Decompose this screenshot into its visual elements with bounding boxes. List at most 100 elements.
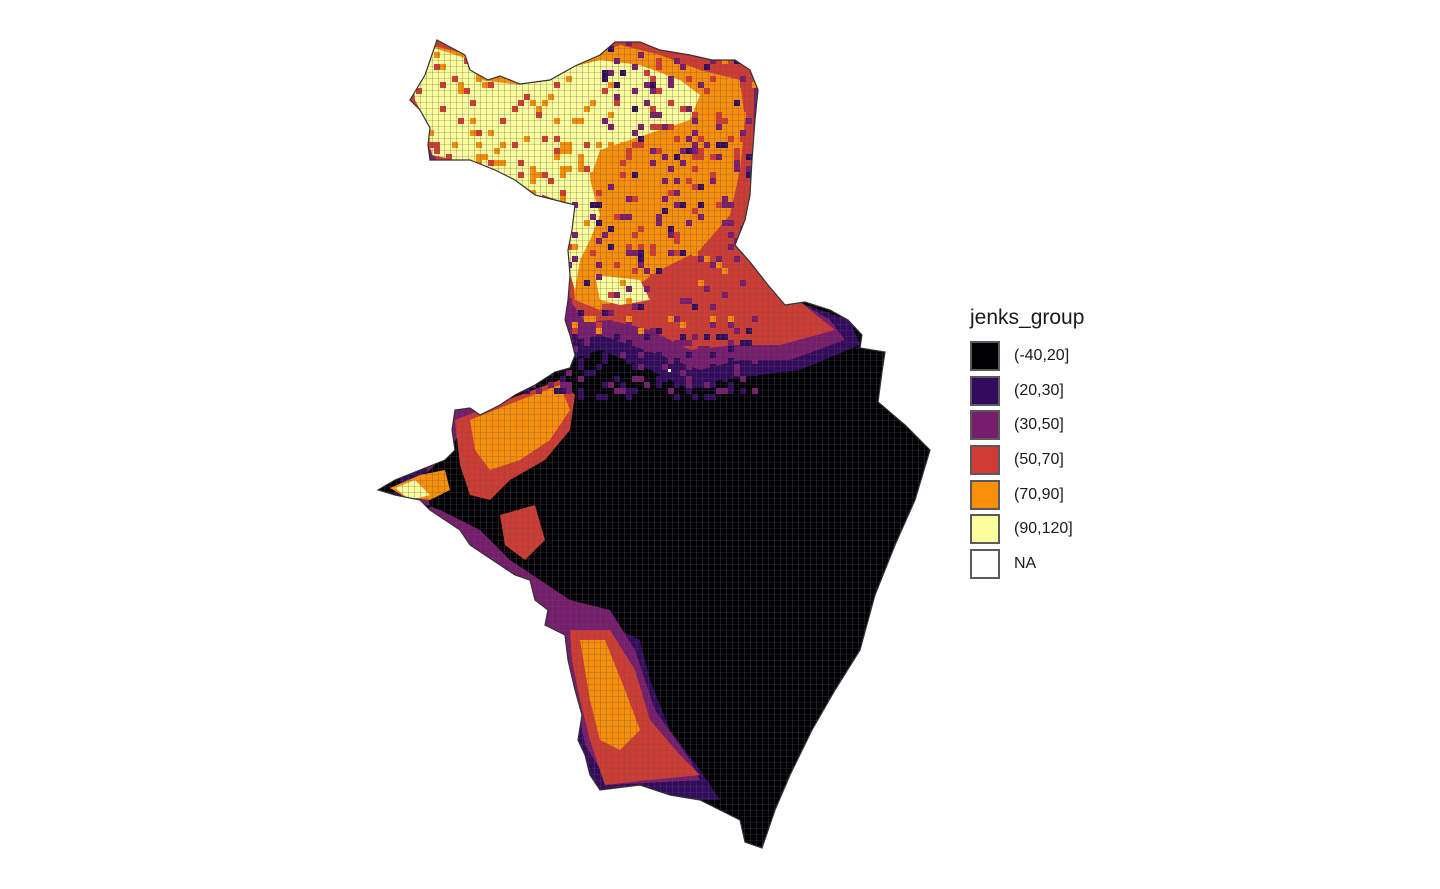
raster-cell (410, 256, 416, 262)
raster-cell (464, 232, 470, 238)
raster-cell (488, 334, 494, 340)
raster-cell (542, 322, 548, 328)
raster-cell (464, 160, 470, 166)
raster-cell (470, 346, 476, 352)
raster-cell (656, 40, 662, 46)
raster-cell (410, 148, 416, 154)
raster-cell (410, 358, 416, 364)
raster-cell (416, 250, 422, 256)
raster-cell (488, 196, 494, 202)
raster-cell (488, 70, 494, 76)
raster-cell (542, 346, 548, 352)
raster-cell (548, 46, 554, 52)
raster-cell (428, 376, 434, 382)
raster-cell (530, 232, 536, 238)
raster-cell (470, 166, 476, 172)
raster-cell (410, 262, 416, 268)
raster-cell (548, 346, 554, 352)
raster-cell (458, 268, 464, 274)
raster-cell (524, 250, 530, 256)
raster-cell (470, 394, 476, 400)
raster-cell (512, 382, 518, 388)
raster-cell (482, 64, 488, 70)
raster-cell (470, 346, 476, 352)
raster-cell (422, 328, 428, 334)
raster-cell (524, 358, 530, 364)
raster-cell (524, 64, 530, 70)
raster-cell (506, 40, 512, 46)
raster-cell (446, 394, 452, 400)
raster-cell (464, 310, 470, 316)
raster-cell (464, 244, 470, 250)
raster-cell (530, 70, 536, 76)
raster-cell (740, 58, 746, 64)
raster-cell (410, 268, 416, 274)
raster-cell (524, 76, 530, 82)
raster-cell (434, 298, 440, 304)
raster-cell (554, 316, 560, 322)
raster-cell (536, 268, 542, 274)
raster-cell (440, 334, 446, 340)
legend-label: (20,30] (1014, 381, 1064, 399)
raster-cell (518, 70, 524, 76)
raster-cell (452, 208, 458, 214)
raster-cell (440, 280, 446, 286)
raster-cell (452, 364, 458, 370)
raster-cell (548, 274, 554, 280)
raster-cell (416, 166, 422, 172)
raster-cell (452, 382, 458, 388)
legend-item: (50,70] (970, 443, 1084, 478)
raster-cell (512, 214, 518, 220)
raster-cell (548, 256, 554, 262)
raster-cell (500, 220, 506, 226)
raster-cell (512, 256, 518, 262)
raster-cell (416, 256, 422, 262)
raster-cell (416, 388, 422, 394)
raster-cell (524, 310, 530, 316)
raster-cell (488, 298, 494, 304)
raster-cell (494, 370, 500, 376)
raster-cell (410, 334, 416, 340)
raster-cell (428, 40, 434, 46)
legend-label: (70,90] (1014, 485, 1064, 503)
raster-cell (470, 226, 476, 232)
raster-cell (470, 184, 476, 190)
raster-cell (554, 274, 560, 280)
raster-cell (530, 238, 536, 244)
raster-cell (530, 364, 536, 370)
raster-cell (752, 40, 758, 46)
raster-cell (518, 76, 524, 82)
legend-label: NA (1014, 554, 1037, 572)
raster-cell (500, 70, 506, 76)
raster-cell (470, 58, 476, 64)
raster-cell (752, 52, 758, 58)
raster-cell (428, 196, 434, 202)
raster-cell (746, 238, 752, 244)
raster-cell (410, 274, 416, 280)
raster-cell (554, 46, 560, 52)
raster-cell (560, 208, 566, 214)
raster-cell (572, 58, 578, 64)
raster-cell (422, 154, 428, 160)
raster-cell (530, 40, 536, 46)
raster-cell (488, 70, 494, 76)
raster-cell (506, 238, 512, 244)
raster-cell (458, 214, 464, 220)
raster-cell (752, 160, 758, 166)
raster-cell (446, 166, 452, 172)
raster-cell (590, 40, 596, 46)
raster-cell (494, 274, 500, 280)
raster-cell (476, 226, 482, 232)
raster-cell (482, 292, 488, 298)
raster-cell (410, 280, 416, 286)
raster-cell (440, 376, 446, 382)
raster-cell (446, 190, 452, 196)
raster-cell (416, 316, 422, 322)
raster-cell (542, 370, 548, 376)
raster-cell (470, 364, 476, 370)
raster-cell (530, 268, 536, 274)
raster-cell (440, 346, 446, 352)
raster-cell (512, 352, 518, 358)
